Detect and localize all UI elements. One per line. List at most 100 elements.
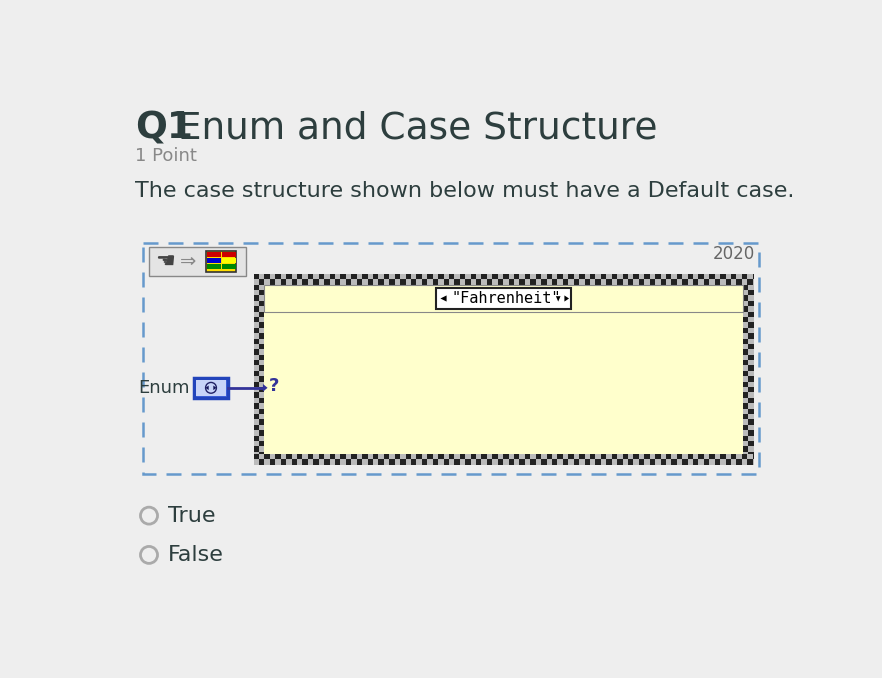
Bar — [254, 355, 259, 360]
Bar — [207, 258, 221, 263]
Bar — [699, 454, 704, 460]
Bar — [552, 454, 557, 460]
Bar — [595, 274, 601, 279]
Bar — [709, 274, 714, 279]
Bar — [628, 274, 633, 279]
Bar — [623, 454, 628, 460]
Bar — [671, 274, 676, 279]
Bar — [335, 460, 340, 465]
Bar — [330, 279, 335, 285]
Bar — [509, 460, 514, 465]
Bar — [254, 279, 259, 285]
Bar — [748, 376, 753, 382]
Bar — [254, 393, 259, 398]
Bar — [444, 274, 449, 279]
Bar — [373, 279, 378, 285]
Bar — [259, 425, 265, 430]
Bar — [671, 454, 676, 460]
Bar — [254, 398, 259, 403]
Bar — [394, 274, 400, 279]
Bar — [743, 452, 748, 454]
Bar — [482, 460, 487, 465]
Bar — [535, 279, 542, 285]
Bar — [721, 460, 726, 465]
Bar — [254, 360, 259, 365]
Bar — [639, 279, 644, 285]
Bar — [612, 279, 617, 285]
Bar — [194, 378, 228, 398]
Bar — [254, 317, 259, 322]
Bar — [676, 460, 682, 465]
Bar — [270, 454, 275, 460]
Bar — [259, 274, 265, 279]
Bar — [384, 454, 389, 460]
Bar — [318, 274, 325, 279]
Bar — [259, 327, 265, 333]
Bar — [254, 312, 259, 317]
Bar — [206, 251, 235, 273]
Bar — [400, 454, 406, 460]
Text: 1 Point: 1 Point — [135, 147, 197, 165]
Bar — [449, 454, 454, 460]
Bar — [400, 274, 406, 279]
Bar — [699, 460, 704, 465]
Bar — [275, 454, 280, 460]
Bar — [748, 430, 753, 435]
Bar — [748, 446, 753, 452]
Text: Enum and Case Structure: Enum and Case Structure — [166, 111, 658, 146]
Bar — [400, 460, 406, 465]
Bar — [519, 460, 525, 465]
Bar — [254, 403, 259, 409]
Bar — [748, 371, 753, 376]
Bar — [297, 454, 303, 460]
Bar — [259, 306, 265, 312]
Bar — [482, 274, 487, 279]
Bar — [542, 460, 547, 465]
Bar — [748, 452, 753, 454]
Bar — [259, 290, 265, 296]
Bar — [422, 274, 427, 279]
Bar — [497, 454, 503, 460]
Bar — [286, 460, 292, 465]
Bar — [368, 460, 373, 465]
Bar — [254, 435, 259, 441]
Bar — [292, 279, 297, 285]
Bar — [254, 290, 259, 296]
Bar — [286, 454, 292, 460]
Bar — [525, 460, 530, 465]
Bar — [346, 460, 351, 465]
Bar — [259, 355, 265, 360]
Bar — [557, 279, 563, 285]
Bar — [497, 460, 503, 465]
Bar — [406, 274, 411, 279]
Bar — [743, 435, 748, 441]
Bar — [650, 274, 655, 279]
Bar — [525, 274, 530, 279]
Bar — [714, 454, 721, 460]
Bar — [254, 285, 259, 290]
Bar — [259, 446, 265, 452]
Bar — [743, 393, 748, 398]
Bar — [254, 274, 259, 279]
Bar — [503, 274, 509, 279]
Bar — [748, 338, 753, 344]
Bar — [748, 344, 753, 349]
Bar — [378, 279, 384, 285]
Bar — [384, 460, 389, 465]
Bar — [356, 274, 363, 279]
Bar — [286, 279, 292, 285]
Bar — [497, 279, 503, 285]
Bar — [568, 460, 573, 465]
Bar — [743, 382, 748, 387]
Bar — [573, 454, 579, 460]
Bar — [743, 322, 748, 327]
Bar — [525, 454, 530, 460]
Bar — [438, 274, 444, 279]
Bar — [714, 460, 721, 465]
Bar — [595, 279, 601, 285]
Bar — [438, 460, 444, 465]
Bar — [743, 355, 748, 360]
Bar — [748, 349, 753, 355]
Bar — [573, 274, 579, 279]
Bar — [368, 279, 373, 285]
